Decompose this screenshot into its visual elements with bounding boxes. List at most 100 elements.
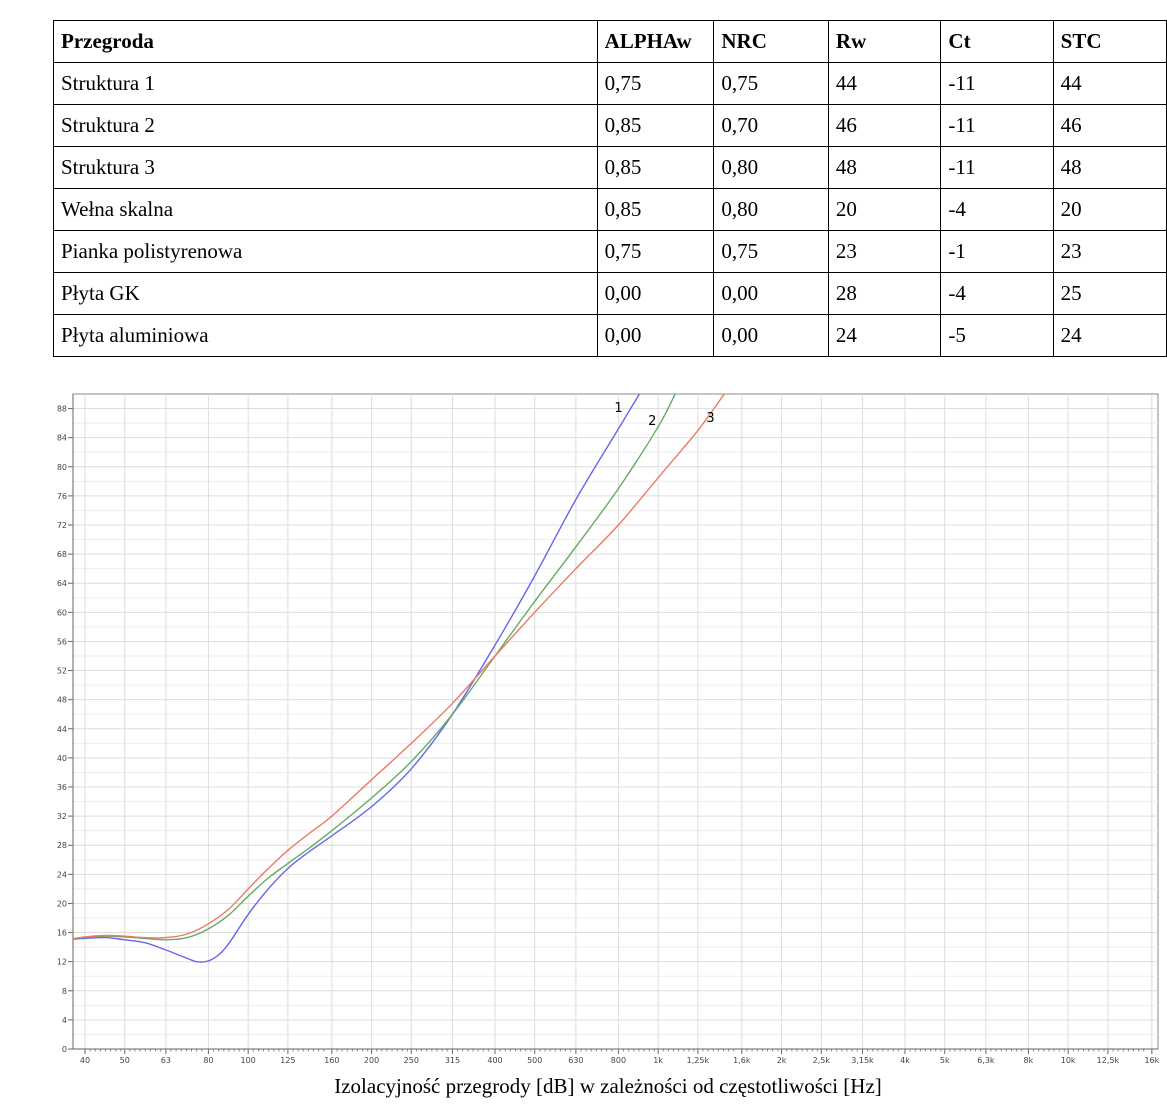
series-line-3 [73, 394, 725, 940]
y-tick-label: 88 [57, 405, 67, 414]
plot-area [72, 393, 1159, 1050]
x-tick-label: 5k [940, 1056, 950, 1065]
y-tick-label: 4 [62, 1016, 67, 1025]
cell-name: Struktura 2 [53, 104, 598, 147]
table-row: Płyta aluminiowa 0,00 0,00 24 -5 24 [53, 314, 1167, 357]
header-nrc: NRC [713, 20, 829, 63]
cell-ct: -11 [940, 104, 1054, 147]
x-tick-label: 200 [364, 1056, 379, 1065]
y-tick-label: 8 [62, 987, 67, 996]
table-row: Struktura 3 0,85 0,80 48 -11 48 [53, 146, 1167, 189]
x-tick-label: 250 [404, 1056, 419, 1065]
x-tick-label: 16k [1144, 1056, 1159, 1065]
cell-ct: -11 [940, 146, 1054, 189]
cell-stc: 48 [1052, 146, 1167, 189]
cell-name: Struktura 1 [53, 62, 598, 105]
x-tick-label: 125 [280, 1056, 295, 1065]
cell-alphaw: 0,75 [596, 230, 715, 273]
x-tick-label: 400 [487, 1056, 502, 1065]
y-tick-label: 52 [57, 667, 67, 676]
cell-stc: 25 [1052, 272, 1167, 315]
x-tick-label: 6,3k [977, 1056, 995, 1065]
y-tick-label: 64 [57, 579, 67, 588]
series-label-1: 1 [614, 401, 622, 416]
series-group [73, 394, 725, 963]
y-tick-label: 76 [57, 492, 67, 501]
cell-rw: 20 [827, 188, 942, 231]
table-row: Struktura 2 0,85 0,70 46 -11 46 [53, 104, 1167, 147]
cell-stc: 44 [1052, 62, 1167, 105]
x-tick-label: 50 [120, 1056, 130, 1065]
series-label-2: 2 [648, 414, 656, 429]
cell-rw: 24 [827, 314, 942, 357]
y-tick-label: 28 [57, 841, 67, 850]
x-tick-label: 630 [568, 1056, 583, 1065]
cell-name: Struktura 3 [53, 146, 598, 189]
x-tick-label: 315 [445, 1056, 460, 1065]
cell-alphaw: 0,85 [596, 146, 715, 189]
cell-ct: -4 [940, 188, 1054, 231]
header-stc: STC [1052, 20, 1167, 63]
table-row: Wełna skalna 0,85 0,80 20 -4 20 [53, 188, 1167, 231]
table-row: Pianka polistyrenowa 0,75 0,75 23 -1 23 [53, 230, 1167, 273]
y-tick-label: 36 [57, 783, 67, 792]
cell-stc: 24 [1052, 314, 1167, 357]
cell-name: Płyta aluminiowa [53, 314, 598, 357]
header-ct: Ct [940, 20, 1054, 63]
x-tick-label: 12,5k [1097, 1056, 1120, 1065]
cell-rw: 23 [827, 230, 942, 273]
y-tick-label: 40 [57, 754, 67, 763]
cell-alphaw: 0,85 [596, 104, 715, 147]
cell-nrc: 0,00 [713, 272, 829, 315]
x-tick-label: 800 [611, 1056, 626, 1065]
x-tick-label: 1,25k [687, 1056, 710, 1065]
x-tick-label: 1k [653, 1056, 663, 1065]
x-tick-label: 500 [527, 1056, 542, 1065]
cell-nrc: 0,80 [713, 188, 829, 231]
cell-rw: 48 [827, 146, 942, 189]
x-tick-label: 8k [1024, 1056, 1034, 1065]
x-tick-label: 160 [324, 1056, 339, 1065]
x-tick-label: 63 [161, 1056, 171, 1065]
cell-stc: 46 [1052, 104, 1167, 147]
y-tick-label: 24 [57, 870, 67, 879]
insulation-chart: 0481216202428323640444852566064687276808… [57, 393, 1160, 1098]
cell-name: Wełna skalna [53, 188, 598, 231]
cell-rw: 46 [827, 104, 942, 147]
cell-rw: 44 [827, 62, 942, 105]
cell-alphaw: 0,85 [596, 188, 715, 231]
x-tick-label: 10k [1061, 1056, 1076, 1065]
x-axis: 40 50 63 80 100 125 160 200 250 315 400 500 630 800 1k… [73, 1048, 1160, 1065]
properties-table: Przegroda ALPHAw NRC Rw Ct STC Struktura… [53, 20, 1167, 357]
table-header-row: Przegroda ALPHAw NRC Rw Ct STC [53, 20, 1167, 63]
y-tick-label: 72 [57, 521, 67, 530]
cell-alphaw: 0,00 [596, 272, 715, 315]
cell-ct: -5 [940, 314, 1054, 357]
y-tick-label: 20 [57, 899, 67, 908]
y-tick-label: 68 [57, 550, 67, 559]
cell-name: Pianka polistyrenowa [53, 230, 598, 273]
y-tick-label: 56 [57, 637, 67, 646]
series-line-1 [73, 394, 640, 963]
x-tick-label: 2k [777, 1056, 787, 1065]
y-tick-label: 12 [57, 958, 67, 967]
y-tick-label: 48 [57, 696, 67, 705]
y-axis: 0481216202428323640444852566064687276808… [57, 394, 74, 1054]
series-labels: 1 2 3 [614, 401, 714, 429]
cell-nrc: 0,75 [713, 230, 829, 273]
cell-stc: 23 [1052, 230, 1167, 273]
cell-nrc: 0,80 [713, 146, 829, 189]
header-przegroda: Przegroda [53, 20, 598, 63]
y-tick-label: 0 [62, 1045, 67, 1054]
y-tick-label: 32 [57, 812, 67, 821]
cell-ct: -1 [940, 230, 1054, 273]
cell-alphaw: 0,00 [596, 314, 715, 357]
header-rw: Rw [827, 20, 942, 63]
x-tick-label: 100 [241, 1056, 256, 1065]
cell-ct: -11 [940, 62, 1054, 105]
grid [73, 394, 1158, 1049]
y-tick-label: 60 [57, 608, 67, 617]
x-tick-label: 80 [203, 1056, 213, 1065]
table-row: Płyta GK 0,00 0,00 28 -4 25 [53, 272, 1167, 315]
cell-nrc: 0,75 [713, 62, 829, 105]
